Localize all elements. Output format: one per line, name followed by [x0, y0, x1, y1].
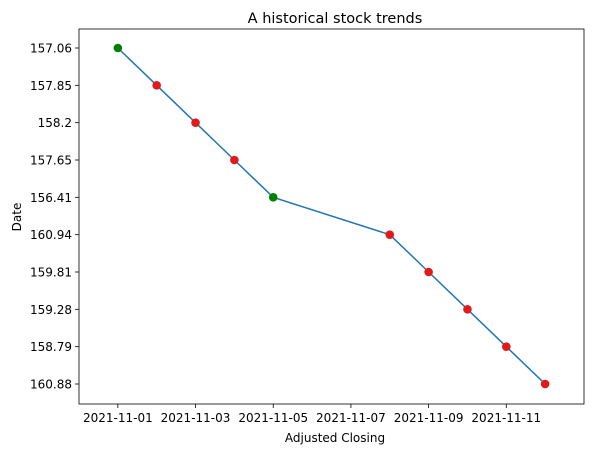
series-line	[117, 47, 546, 385]
y-tick-label: 157.06	[30, 42, 72, 56]
x-tick-label: 2021-11-03	[161, 411, 231, 425]
data-point	[540, 379, 550, 389]
y-tick-label: 158.2	[38, 116, 72, 130]
x-tick-label: 2021-11-01	[83, 411, 153, 425]
data-point	[424, 267, 433, 277]
y-tick-label: 157.85	[30, 79, 72, 93]
y-tick-label: 160.94	[30, 228, 72, 242]
chart-title: A historical stock trends	[248, 11, 423, 27]
y-tick-label: 156.41	[30, 191, 72, 205]
data-point	[385, 230, 395, 239]
y-tick-label: 160.88	[30, 378, 72, 392]
y-tick-label: 159.81	[30, 266, 72, 280]
axes-frame	[78, 28, 585, 405]
x-tick-label: 2021-11-05	[238, 411, 308, 425]
x-tick-label: 2021-11-09	[394, 411, 464, 425]
x-tick-label: 2021-11-11	[471, 411, 541, 425]
data-point	[502, 342, 511, 351]
plot-area: 2021-11-01 2021-11-03 2021-11-05 2021-11-07…	[30, 28, 585, 425]
data-point	[230, 155, 239, 165]
data-point	[152, 81, 161, 90]
data-point	[113, 43, 123, 53]
y-axis-label: Date	[10, 203, 24, 232]
x-axis-label: Adjusted Closing	[285, 431, 385, 445]
x-tick-label: 2021-11-07	[316, 411, 386, 425]
data-point	[268, 193, 278, 202]
data-point	[463, 305, 472, 314]
data-point	[191, 118, 200, 127]
y-tick-label: 158.79	[30, 340, 72, 354]
y-tick-label: 159.28	[30, 303, 72, 317]
y-tick-label: 157.65	[30, 154, 72, 168]
